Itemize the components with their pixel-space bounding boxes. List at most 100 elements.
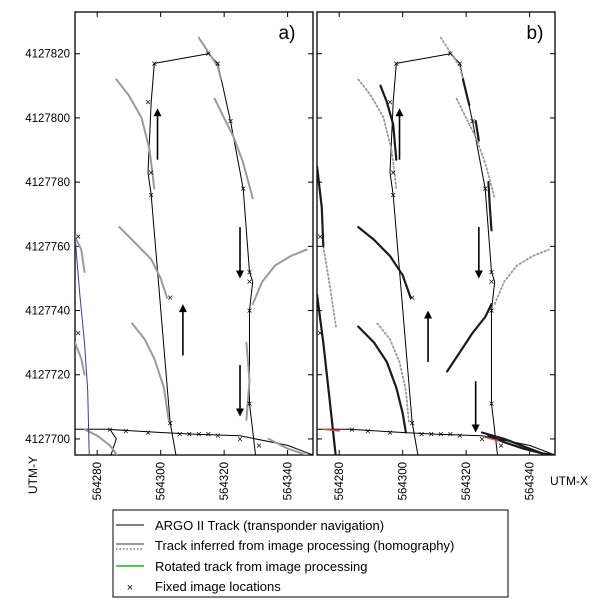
series-inferred-line	[83, 428, 119, 455]
fixed-image-location-marker: ×	[457, 59, 463, 70]
x-tick-label: 564320	[219, 462, 231, 500]
legend-swatch-fix-marker: ×	[127, 582, 133, 594]
series-inferred-line	[251, 248, 308, 306]
panel-b-plot: × × × × × × × × × × × × × × × × × × × × × × × × × ×	[317, 36, 555, 455]
fixed-image-location-marker: ×	[247, 268, 253, 279]
fixed-image-location-marker: ×	[489, 306, 495, 317]
series-bold-line	[317, 293, 337, 455]
series-nav-blue-line	[75, 236, 90, 455]
panel-a-ticks	[75, 12, 313, 455]
y-tick-label: 4127740	[25, 306, 70, 318]
arrow-head	[236, 408, 245, 417]
fixed-image-location-marker: ×	[247, 306, 253, 317]
direction-arrow	[395, 108, 404, 160]
fixed-image-location-marker: ×	[123, 426, 129, 437]
fixed-image-location-marker: ×	[393, 59, 399, 70]
fixed-image-location-marker: ×	[228, 117, 234, 128]
fixed-image-location-marker: ×	[177, 430, 183, 441]
series-inferred-line	[118, 226, 168, 299]
direction-arrow	[178, 304, 187, 356]
fixed-image-location-marker: ×	[75, 329, 81, 340]
legend-label-rotated: Rotated track from image processing	[155, 559, 367, 574]
series-inferred-line	[322, 245, 337, 328]
fixed-image-location-marker: ×	[186, 430, 192, 441]
arrow-head	[474, 270, 483, 279]
series-inferred-line	[267, 437, 308, 455]
fixed-image-location-marker: ×	[247, 277, 253, 288]
series-rotated-red-line	[322, 428, 340, 432]
fixed-image-location-marker: ×	[75, 232, 81, 243]
fixed-image-location-marker: ×	[151, 59, 157, 70]
arrow-head	[153, 108, 162, 117]
series-inferred-line	[115, 78, 156, 190]
fixed-image-location-marker: ×	[457, 431, 463, 442]
legend-label-inferred: Track inferred from image processing (ho…	[155, 538, 454, 553]
arrow-head	[236, 270, 245, 279]
fixed-image-location-marker: ×	[438, 430, 444, 441]
fixed-image-location-marker: ×	[317, 232, 323, 243]
series-inferred-line	[455, 97, 496, 200]
y-tick-labels: 4127700 4127720 4127740 4127760 4127780 41278…	[25, 49, 70, 446]
x-tick-label: 564300	[398, 462, 410, 500]
fixed-image-location-marker: ×	[215, 431, 221, 442]
x-tick-label: 564280	[92, 462, 104, 500]
direction-arrow	[471, 381, 480, 433]
series-bold-line	[317, 165, 325, 248]
fixed-image-location-marker: ×	[145, 97, 151, 108]
fixed-image-location-marker: ×	[482, 184, 488, 195]
y-tick-label: 4127780	[25, 177, 70, 189]
series-inferred-line	[376, 322, 410, 424]
series-bold-line	[446, 303, 493, 373]
fixed-image-location-marker: ×	[167, 293, 173, 304]
panel-a-plot: ××××××××××××××× × × × × × × × ××××	[75, 36, 313, 455]
series-track-line	[317, 428, 555, 455]
fixed-image-location-marker: ×	[428, 430, 434, 441]
series-inferred-line	[357, 78, 398, 190]
fixed-image-location-marker: ×	[409, 418, 415, 429]
fixed-image-location-marker: ×	[256, 441, 262, 452]
direction-arrow	[153, 108, 162, 160]
series-track-line	[75, 428, 313, 455]
fixed-image-location-marker: ×	[215, 59, 221, 70]
legend: ARGO II Track (transponder navigation) T…	[112, 509, 509, 598]
series-bold-line	[357, 325, 407, 434]
arrow-head	[424, 310, 433, 319]
series-inferred-line	[213, 97, 254, 200]
fixed-image-location-marker: ×	[205, 430, 211, 441]
y-tick-label: 4127800	[25, 113, 70, 125]
y-tick-label: 4127720	[25, 370, 70, 382]
series-bold-line	[474, 119, 480, 142]
fixed-image-location-marker: ×	[237, 434, 243, 445]
panel-b-frame	[316, 11, 556, 456]
x-tick-label: 564340	[283, 462, 295, 500]
fixed-image-location-marker: ×	[240, 184, 246, 195]
series-inferred-line	[197, 36, 222, 81]
direction-arrow	[236, 365, 245, 417]
fixed-image-location-marker: ×	[317, 329, 323, 340]
y-axis-label: UTM-Y	[26, 456, 40, 494]
fixed-image-location-marker: ×	[390, 168, 396, 179]
series-track-line	[389, 53, 499, 455]
y-tick-label: 4127820	[25, 49, 70, 61]
fixed-image-location-marker: ×	[479, 434, 485, 445]
fixed-image-location-marker: ×	[148, 190, 154, 201]
fixed-image-location-marker: ×	[387, 97, 393, 108]
panel-a-label: a)	[279, 23, 296, 44]
y-tick-label: 4127700	[25, 434, 70, 446]
panel-b-label: b)	[527, 23, 544, 44]
fixed-image-location-marker: ×	[447, 49, 453, 60]
fixed-image-location-marker: ×	[409, 293, 415, 304]
fixed-image-location-marker: ×	[387, 428, 393, 439]
x-tick-label: 564320	[461, 462, 473, 500]
fixed-image-location-marker: ×	[196, 430, 202, 441]
fixed-image-location-marker: ×	[247, 399, 253, 410]
fixed-image-location-marker: ×	[489, 399, 495, 410]
direction-arrow	[236, 227, 245, 279]
fixed-image-location-marker: ×	[447, 430, 453, 441]
series-rotated-red-line	[484, 436, 499, 442]
series-bold-line	[461, 78, 471, 107]
series-bold-line	[487, 181, 493, 232]
fixed-image-location-marker: ×	[498, 441, 504, 452]
x-tick-label: 564280	[334, 462, 346, 500]
